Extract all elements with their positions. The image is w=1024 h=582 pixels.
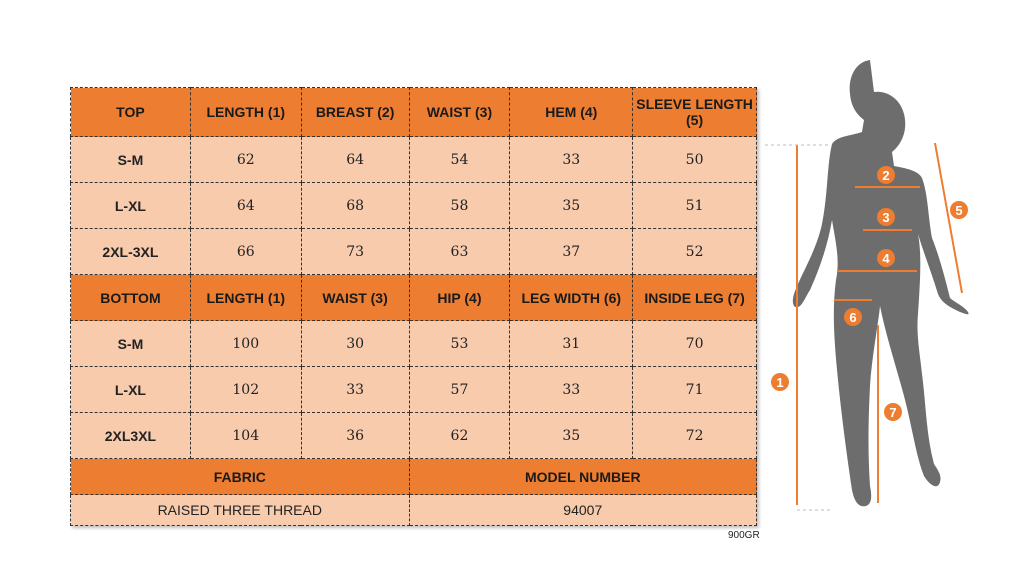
measurement-cell: 54 — [408, 136, 511, 183]
table-row: TOP LENGTH (1) BREAST (2) WAIST (3) HEM (4) S… — [70, 87, 757, 137]
measurement-cell: 70 — [632, 320, 757, 367]
marker-number: 3 — [882, 210, 889, 225]
silhouette-shape — [792, 60, 969, 507]
table-row: BOTTOM LENGTH (1) WAIST (3) HIP (4) LEG WIDT… — [70, 274, 757, 321]
model-number-label: MODEL NUMBER — [408, 458, 758, 495]
bottom-header-cell: WAIST (3) — [300, 274, 410, 321]
top-header-cell: TOP — [70, 87, 191, 137]
measurement-cell: 35 — [509, 412, 634, 459]
weight-note: 900GR — [728, 530, 760, 541]
size-label: L-XL — [70, 182, 191, 229]
measurement-cell: 30 — [300, 320, 410, 367]
bottom-header-cell: BOTTOM — [70, 274, 191, 321]
measurement-cell: 68 — [300, 182, 410, 229]
marker-number: 6 — [849, 310, 856, 325]
table-row: S-M 100 30 53 31 70 — [70, 320, 757, 367]
measurement-cell: 52 — [632, 228, 757, 275]
size-chart-table: TOP LENGTH (1) BREAST (2) WAIST (3) HEM (4) S… — [70, 87, 758, 526]
fabric-value: RAISED THREE THREAD — [70, 494, 410, 526]
marker-circle — [950, 201, 968, 219]
marker-number: 7 — [889, 405, 896, 420]
table-row: RAISED THREE THREAD 94007 — [70, 494, 758, 526]
measurement-cell: 57 — [408, 366, 511, 413]
table-row: 2XL-3XL 66 73 63 37 52 — [70, 228, 757, 275]
top-header-cell: LENGTH (1) — [189, 87, 302, 137]
measurement-cell: 51 — [632, 182, 757, 229]
measurement-cell: 53 — [408, 320, 511, 367]
size-label: 2XL-3XL — [70, 228, 191, 275]
measurement-cell: 100 — [189, 320, 302, 367]
measurement-cell: 102 — [189, 366, 302, 413]
measurement-cell: 58 — [408, 182, 511, 229]
marker-circle — [771, 373, 789, 391]
top-header-cell: WAIST (3) — [408, 87, 511, 137]
measurement-cell: 63 — [408, 228, 511, 275]
size-label: 2XL3XL — [70, 412, 191, 459]
top-header-cell: SLEEVE LENGTH (5) — [632, 87, 757, 137]
marker-circle — [844, 308, 862, 326]
bottom-header-cell: INSIDE LEG (7) — [632, 274, 757, 321]
model-number-value: 94007 — [408, 494, 758, 526]
measurement-cell: 37 — [509, 228, 634, 275]
measurement-cell: 36 — [300, 412, 410, 459]
marker-number: 5 — [955, 203, 962, 218]
marker-circle — [877, 249, 895, 267]
measurement-cell: 62 — [408, 412, 511, 459]
body-silhouette: 1 2 3 4 5 6 7 — [765, 60, 969, 511]
measurement-cell: 35 — [509, 182, 634, 229]
measurement-cell: 66 — [189, 228, 302, 275]
measurement-cell: 72 — [632, 412, 757, 459]
marker-number: 1 — [776, 375, 783, 390]
table-row: FABRIC MODEL NUMBER — [70, 458, 758, 495]
measurement-cell: 33 — [300, 366, 410, 413]
marker-circle — [877, 208, 895, 226]
measurement-cell: 50 — [632, 136, 757, 183]
measurement-cell: 71 — [632, 366, 757, 413]
marker-circle — [877, 166, 895, 184]
fabric-label: FABRIC — [70, 458, 410, 495]
measurement-cell: 64 — [300, 136, 410, 183]
size-label: S-M — [70, 320, 191, 367]
marker-number: 4 — [882, 251, 890, 266]
table-row: S-M 62 64 54 33 50 — [70, 136, 757, 183]
table-row: 2XL3XL 104 36 62 35 72 — [70, 412, 757, 459]
measurement-cell: 33 — [509, 366, 634, 413]
measurement-cell: 62 — [189, 136, 302, 183]
bottom-header-cell: HIP (4) — [408, 274, 511, 321]
bottom-header-cell: LEG WIDTH (6) — [509, 274, 634, 321]
measurement-cell: 31 — [509, 320, 634, 367]
size-label: S-M — [70, 136, 191, 183]
table-row: L-XL 102 33 57 33 71 — [70, 366, 757, 413]
measurement-cell: 33 — [509, 136, 634, 183]
marker-number: 2 — [882, 168, 889, 183]
size-label: L-XL — [70, 366, 191, 413]
top-header-cell: HEM (4) — [509, 87, 634, 137]
measurement-cell: 104 — [189, 412, 302, 459]
top-header-cell: BREAST (2) — [300, 87, 410, 137]
measurement-cell: 64 — [189, 182, 302, 229]
table-row: L-XL 64 68 58 35 51 — [70, 182, 757, 229]
marker-circle — [884, 403, 902, 421]
measurement-cell: 73 — [300, 228, 410, 275]
bottom-header-cell: LENGTH (1) — [189, 274, 302, 321]
